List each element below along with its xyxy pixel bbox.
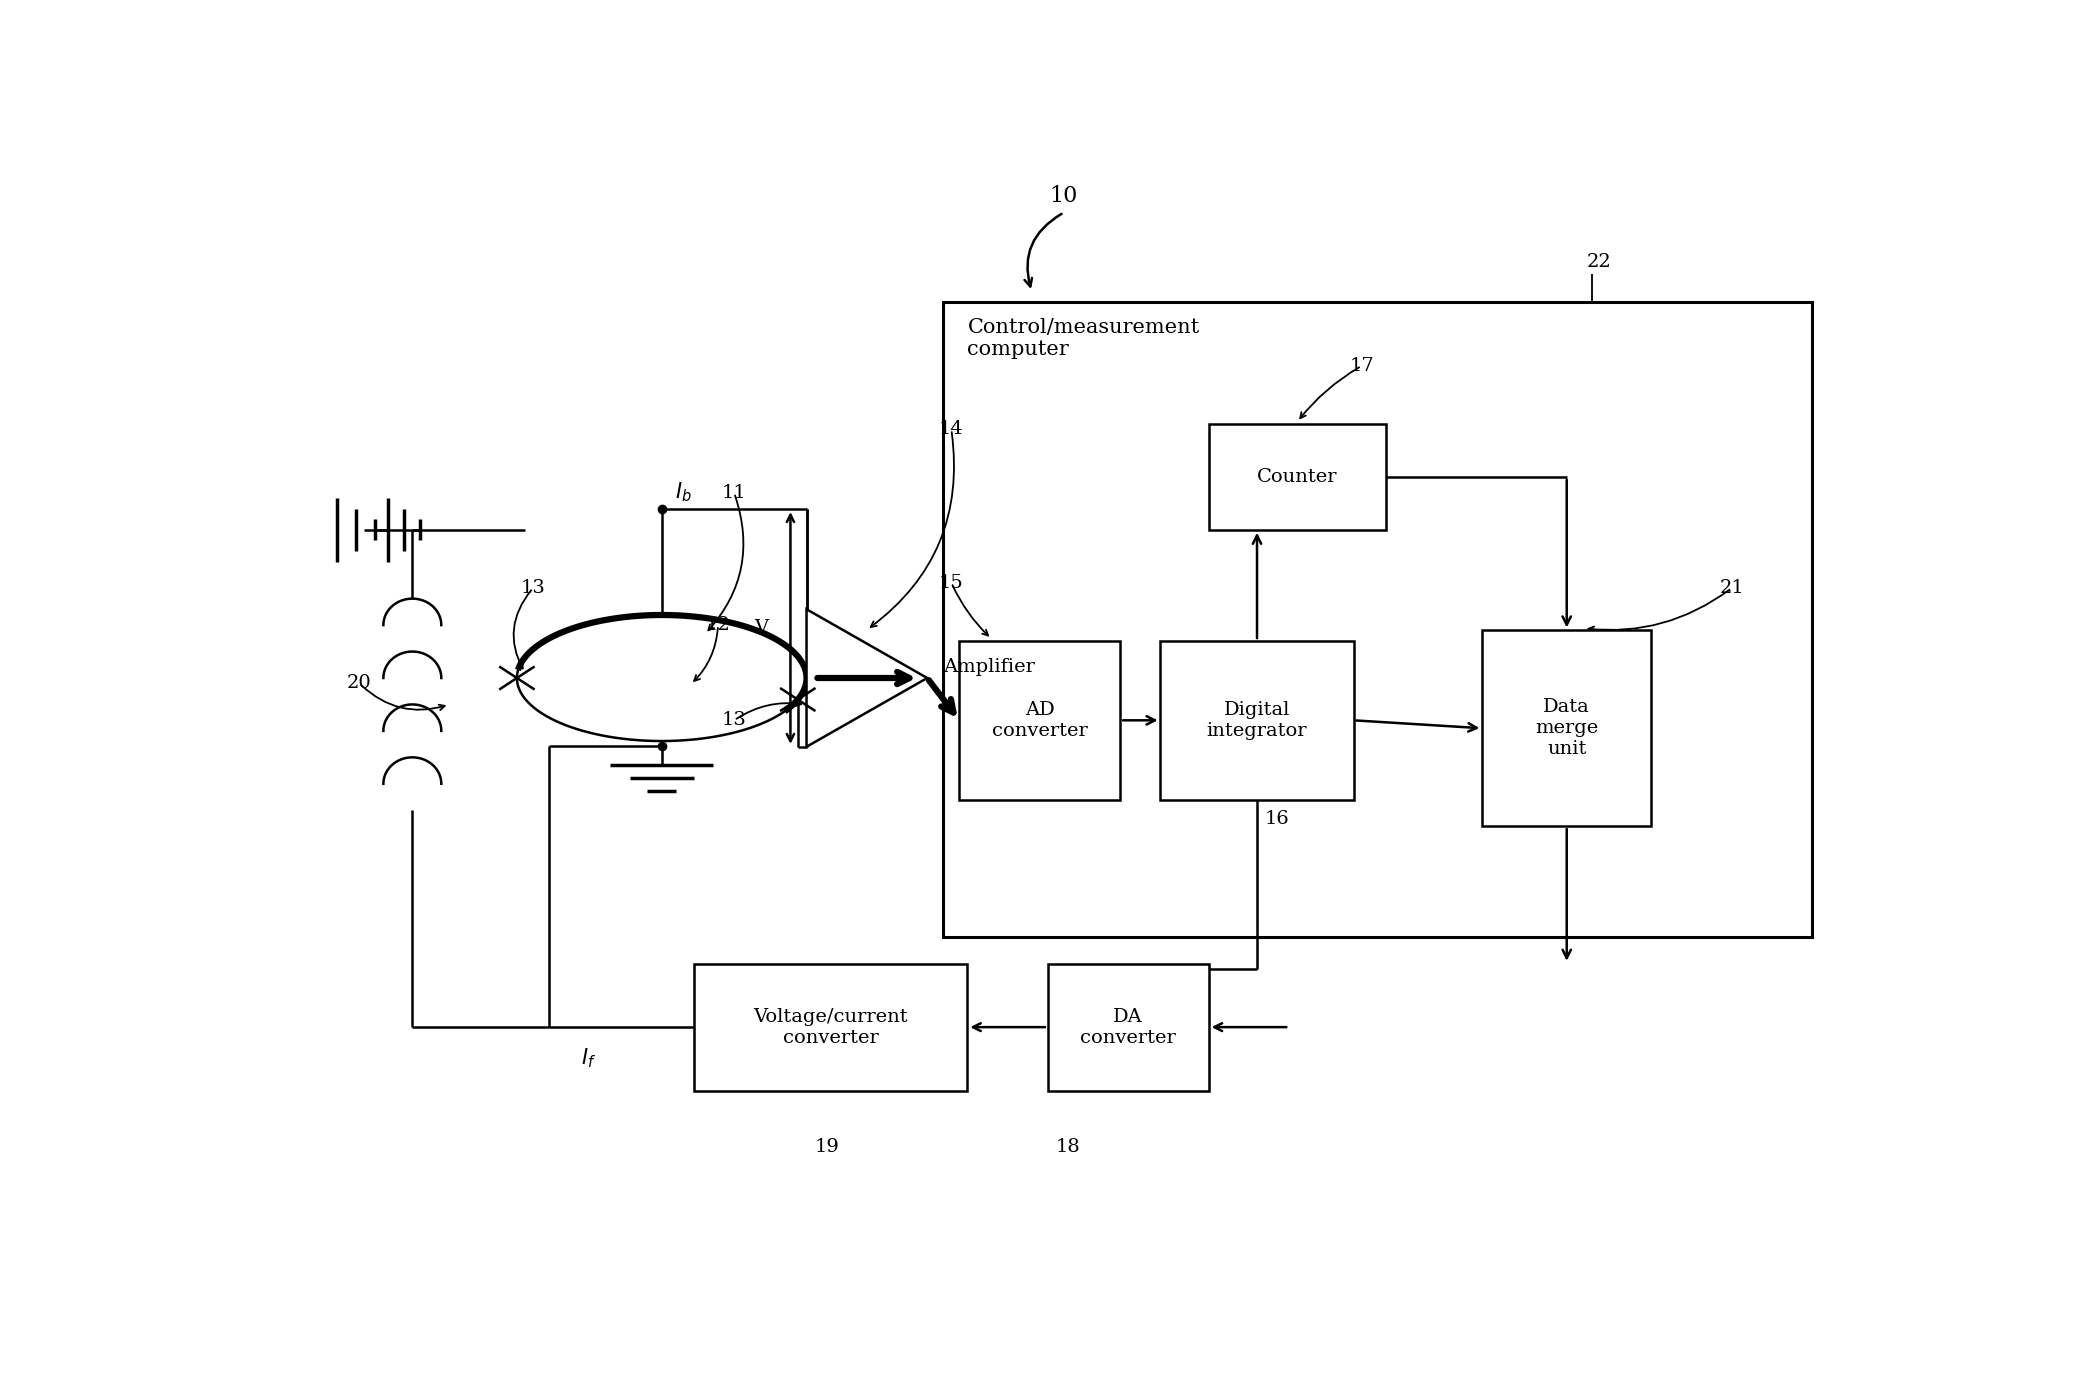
Text: 12: 12 [706,616,731,635]
Text: 21: 21 [1719,578,1744,598]
Text: Amplifier: Amplifier [943,658,1036,676]
Text: 16: 16 [1264,811,1289,829]
Text: 19: 19 [814,1138,839,1157]
Text: 14: 14 [938,420,963,438]
Text: 18: 18 [1057,1138,1082,1157]
Text: 22: 22 [1586,253,1611,271]
Text: AD
converter: AD converter [992,701,1088,739]
Text: V: V [754,618,768,638]
Bar [693,963,967,1091]
Bar [1048,963,1208,1091]
Text: 10: 10 [1050,185,1077,207]
Text: 13: 13 [521,578,546,598]
Text: Control/measurement
computer: Control/measurement computer [967,319,1200,359]
Text: $I_f$: $I_f$ [581,1046,596,1070]
Text: 20: 20 [347,675,372,692]
Bar [959,640,1121,800]
Text: Voltage/current
converter: Voltage/current converter [754,1007,907,1047]
Bar [1160,640,1354,800]
Text: 17: 17 [1349,357,1374,375]
Text: $I_b$: $I_b$ [675,481,691,504]
Polygon shape [805,609,928,747]
Text: 13: 13 [722,712,747,730]
Bar [943,302,1812,937]
Text: Counter: Counter [1256,469,1337,486]
Text: 15: 15 [938,574,963,592]
Text: Digital
integrator: Digital integrator [1206,701,1308,739]
Bar [1482,631,1650,826]
Text: Data
merge
unit: Data merge unit [1534,698,1599,758]
Bar [1208,425,1387,530]
Text: DA
converter: DA converter [1080,1007,1177,1047]
Text: 11: 11 [722,484,747,502]
